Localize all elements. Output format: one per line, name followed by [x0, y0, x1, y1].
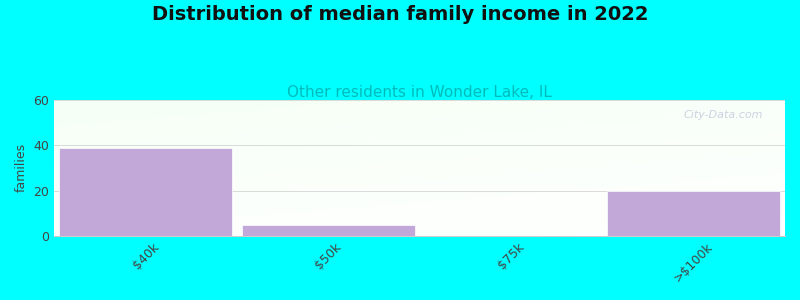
Text: Distribution of median family income in 2022: Distribution of median family income in …	[152, 4, 648, 23]
Title: Other residents in Wonder Lake, IL: Other residents in Wonder Lake, IL	[287, 85, 552, 100]
Bar	[242, 224, 415, 236]
Text: City-Data.com: City-Data.com	[683, 110, 763, 119]
Y-axis label: families: families	[15, 143, 28, 193]
Bar	[59, 148, 233, 236]
Bar	[607, 190, 781, 236]
